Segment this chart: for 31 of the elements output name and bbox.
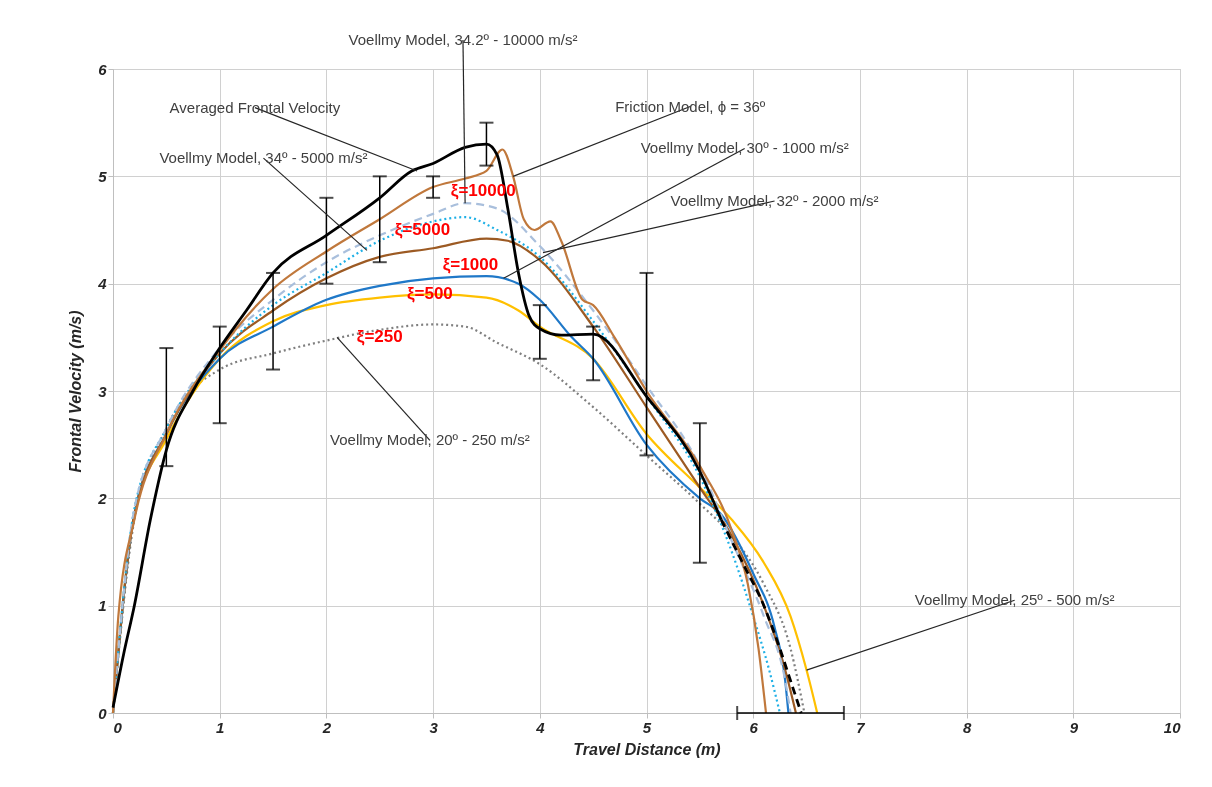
annotation: Friction Model, ϕ = 36º xyxy=(615,97,766,115)
x-tick-label: 6 xyxy=(749,718,759,736)
annotation: Voellmy Model, 32º - 2000 m/s² xyxy=(670,192,879,210)
x-tick-label: 5 xyxy=(642,718,652,736)
x-tick-label: 3 xyxy=(429,718,439,736)
annotation: Voellmy Model, 25º - 500 m/s² xyxy=(914,591,1115,609)
x-tick-label: 1 xyxy=(216,718,225,736)
annotation: ξ=5000 xyxy=(394,220,451,239)
x-tick-label: 7 xyxy=(856,718,866,736)
annotation: Voellmy Model, 30º - 1000 m/s² xyxy=(640,139,849,157)
y-axis-title: Frontal Velocity (m/s) xyxy=(67,310,85,473)
y-tick-label: 2 xyxy=(97,489,108,507)
y-tick-label: 1 xyxy=(98,597,107,615)
x-tick-label: 2 xyxy=(321,718,332,736)
annotation: ξ=250 xyxy=(356,327,403,347)
annotation: Voellmy Model, 34.2º - 10000 m/s² xyxy=(348,31,578,49)
y-tick-label: 6 xyxy=(98,60,108,78)
y-tick-label: 3 xyxy=(98,382,108,400)
x-tick-label: 0 xyxy=(113,718,123,736)
x-tick-label: 8 xyxy=(962,718,972,736)
x-tick-label: 10 xyxy=(1163,718,1182,736)
x-axis-title: Travel Distance (m) xyxy=(573,740,721,758)
y-tick-label: 4 xyxy=(97,275,108,293)
x-tick-label: 9 xyxy=(1069,718,1079,736)
annotation: Averaged Frontal Velocity xyxy=(169,98,341,116)
annotation: Voellmy Model, 20º - 250 m/s² xyxy=(330,431,530,449)
x-tick-label: 4 xyxy=(535,718,546,736)
y-tick-label: 0 xyxy=(98,704,108,722)
annotation: ξ=1000 xyxy=(442,255,499,275)
annotation: Voellmy Model, 34º - 5000 m/s² xyxy=(159,149,368,167)
y-tick-label: 5 xyxy=(98,167,108,185)
